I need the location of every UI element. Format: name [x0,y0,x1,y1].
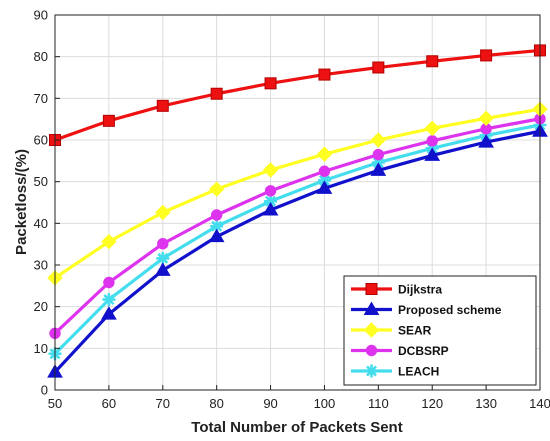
legend-label: LEACH [398,365,439,379]
series-line [53,129,541,374]
x-tick-label: 110 [368,396,389,411]
legend-marker [365,283,378,295]
data-point [103,276,115,289]
y-tick-label: 20 [34,299,48,314]
legend-label: DCBSRP [398,344,449,358]
y-tick-label: 0 [41,383,48,398]
x-tick-label: 70 [156,396,170,411]
legend-label: Proposed scheme [398,303,502,317]
x-tick-label: 140 [529,396,550,411]
data-point [262,202,279,216]
y-tick-label: 80 [34,49,48,64]
x-tick-label: 60 [102,396,116,411]
y-tick-label: 90 [34,8,48,23]
data-point [372,61,385,74]
x-axis-label: Total Number of Packets Sent [191,419,402,436]
legend-label: SEAR [398,324,432,338]
series-layer [47,44,548,378]
data-point [264,194,278,208]
series-dcbsrp [49,113,546,340]
series-line [53,117,541,335]
series-line [54,48,541,142]
legend-label: Dijkstra [398,283,442,297]
x-tick-label: 130 [475,396,497,411]
legend-marker [363,322,380,338]
data-point [101,233,117,250]
data-point [370,132,387,148]
y-axis-label: Packetloss/(%) [13,149,30,255]
y-tick-label: 50 [34,174,48,189]
data-point [264,77,277,90]
x-tick-label: 80 [209,396,223,411]
x-tick-label: 90 [263,396,277,411]
data-point [208,181,225,197]
legend-item: SEAR [351,322,432,338]
data-point [155,204,171,221]
data-point [318,68,331,81]
data-point [102,293,116,307]
data-point [262,162,279,178]
x-tick-label: 100 [314,396,336,411]
y-tick-label: 60 [34,133,48,148]
data-point [102,114,115,127]
legend-marker [363,301,380,315]
data-point [316,146,333,162]
data-point [426,135,438,147]
data-point [210,87,223,100]
legend-item: Dijkstra [351,283,442,297]
series-line [54,107,541,280]
plot-frame [54,14,541,391]
x-tick-label: 50 [48,396,62,411]
legend-marker [365,364,378,378]
y-tick-label: 40 [34,216,48,231]
series-sear [47,101,548,286]
legend-item: Proposed scheme [351,301,502,317]
data-point [424,147,441,161]
data-point [157,238,169,250]
series-line [53,123,541,355]
data-point [480,49,493,62]
data-point [424,120,440,137]
data-point [208,228,225,243]
data-point [478,110,494,127]
legend-item: LEACH [351,364,439,379]
x-tick-label: 120 [421,396,443,411]
data-point [156,251,170,265]
data-point [478,134,494,148]
tick-labels: 50 60 70 80 90 100 110 120 130 140 0 10 20 30 40 50 60 70… [34,8,550,412]
data-point [264,185,277,197]
data-point [154,262,171,276]
legend-marker [365,344,378,357]
y-tick-label: 10 [34,341,48,356]
data-point [101,306,117,320]
data-point [316,180,333,194]
legend-item: DCBSRP [351,344,449,358]
y-tick-label: 30 [34,258,48,273]
data-point [156,99,169,112]
legend: Dijkstra Proposed scheme SEAR DCBSRP LEACH [343,275,537,386]
y-tick-label: 70 [34,91,48,106]
data-point [426,55,439,68]
data-point [318,165,331,177]
data-point [210,209,223,221]
data-point [372,148,385,161]
data-point [210,219,224,233]
data-point [370,162,387,176]
